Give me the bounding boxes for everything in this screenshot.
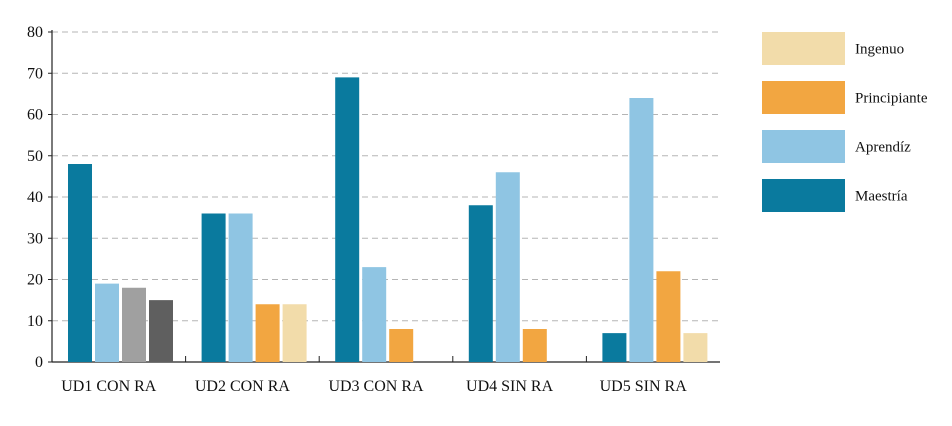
bar	[683, 333, 708, 362]
y-tick-label: 30	[27, 230, 43, 247]
y-tick-label: 20	[27, 272, 43, 289]
legend-swatch	[762, 130, 845, 163]
bar	[255, 304, 280, 362]
bar	[68, 164, 92, 362]
y-tick-label: 0	[35, 354, 43, 371]
bar	[522, 329, 547, 362]
bar	[149, 300, 173, 362]
x-axis-category-labels: UD1 CON RA UD2 CON RA UD3 CON RA UD4 SIN RA…	[61, 378, 687, 395]
bar	[335, 77, 360, 362]
y-axis-tick-labels: 0 10 20 30 40 50 60 70 80	[27, 24, 43, 371]
legend-swatch	[762, 179, 845, 212]
legend-swatch	[762, 32, 845, 65]
bar	[495, 172, 520, 362]
bar	[656, 271, 681, 362]
y-tick-label: 50	[27, 148, 43, 165]
y-tick-label: 40	[27, 189, 43, 206]
legend-swatch	[762, 81, 845, 114]
bar	[362, 267, 387, 362]
bar	[282, 304, 307, 362]
bar	[95, 283, 119, 362]
y-tick-label: 70	[27, 65, 43, 82]
x-category-label: UD1 CON RA	[61, 378, 157, 395]
x-category-label: UD4 SIN RA	[466, 378, 554, 395]
bar	[122, 287, 146, 362]
legend-label: Ingenuo	[855, 42, 904, 58]
legend-label: Aprendíz	[855, 140, 911, 156]
bar	[629, 98, 654, 362]
legend-label: Principiante	[855, 91, 928, 107]
bars	[68, 77, 708, 362]
y-tick-label: 10	[27, 313, 43, 330]
legend: Ingenuo Principiante Aprendíz Maestría	[762, 32, 928, 212]
y-tick-label: 80	[27, 24, 43, 41]
bar	[468, 205, 493, 362]
x-category-label: UD5 SIN RA	[600, 378, 688, 395]
y-tick-label: 60	[27, 107, 43, 124]
bar	[201, 213, 226, 362]
legend-label: Maestría	[855, 189, 908, 205]
bar	[389, 329, 414, 362]
x-category-label: UD3 CON RA	[328, 378, 424, 395]
x-category-label: UD2 CON RA	[195, 378, 291, 395]
bar	[602, 333, 627, 362]
bar	[228, 213, 253, 362]
